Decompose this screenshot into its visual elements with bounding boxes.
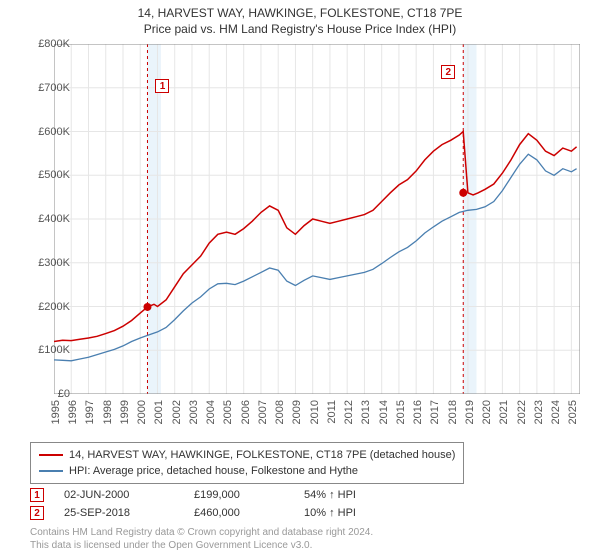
ytick-label: £600K [24,126,70,138]
xtick-label: 2003 [188,400,200,424]
legend-swatch [39,454,63,456]
legend-item: 14, HARVEST WAY, HAWKINGE, FOLKESTONE, C… [39,447,455,463]
xtick-label: 2010 [309,400,321,424]
sales-marker: 2 [30,506,44,520]
chart-svg [54,44,580,394]
legend-item: HPI: Average price, detached house, Folk… [39,463,455,479]
event-marker: 1 [155,79,169,93]
sales-price: £460,000 [194,507,284,519]
xtick-label: 2006 [240,400,252,424]
legend-label: HPI: Average price, detached house, Folk… [69,465,358,477]
xtick-label: 1995 [50,400,62,424]
xtick-label: 2000 [136,400,148,424]
xtick-label: 2013 [360,400,372,424]
event-marker: 2 [441,65,455,79]
chart-plot-area [54,44,580,394]
xtick-label: 2001 [153,400,165,424]
xtick-label: 2012 [343,400,355,424]
sales-row: 1 02-JUN-2000 £199,000 54% ↑ HPI [30,486,356,504]
ytick-label: £500K [24,169,70,181]
xtick-label: 2024 [550,400,562,424]
sales-delta: 10% ↑ HPI [304,507,356,519]
footer-line-1: Contains HM Land Registry data © Crown c… [30,526,373,539]
ytick-label: £300K [24,257,70,269]
legend: 14, HARVEST WAY, HAWKINGE, FOLKESTONE, C… [30,442,464,484]
chart-container: 14, HARVEST WAY, HAWKINGE, FOLKESTONE, C… [0,0,600,560]
xtick-label: 2025 [567,400,579,424]
xtick-label: 2019 [464,400,476,424]
xtick-label: 2018 [447,400,459,424]
ytick-label: £400K [24,213,70,225]
xtick-label: 1998 [102,400,114,424]
xtick-label: 2004 [205,400,217,424]
xtick-label: 2016 [412,400,424,424]
xtick-label: 2002 [171,400,183,424]
chart-subtitle: Price paid vs. HM Land Registry's House … [0,20,600,36]
sales-marker: 1 [30,488,44,502]
xtick-label: 2023 [533,400,545,424]
sales-price: £199,000 [194,489,284,501]
sales-table: 1 02-JUN-2000 £199,000 54% ↑ HPI 2 25-SEP-201… [30,486,356,522]
ytick-label: £200K [24,301,70,313]
sales-date: 02-JUN-2000 [64,489,174,501]
xtick-label: 2005 [222,400,234,424]
sales-delta: 54% ↑ HPI [304,489,356,501]
xtick-label: 2009 [291,400,303,424]
xtick-label: 2020 [481,400,493,424]
xtick-label: 2015 [395,400,407,424]
xtick-label: 2021 [498,400,510,424]
ytick-label: £700K [24,82,70,94]
xtick-label: 2011 [326,400,338,424]
sales-row: 2 25-SEP-2018 £460,000 10% ↑ HPI [30,504,356,522]
sales-date: 25-SEP-2018 [64,507,174,519]
xtick-label: 2014 [378,400,390,424]
ytick-label: £800K [24,38,70,50]
footer-attribution: Contains HM Land Registry data © Crown c… [30,526,373,552]
xtick-label: 1999 [119,400,131,424]
legend-label: 14, HARVEST WAY, HAWKINGE, FOLKESTONE, C… [69,449,455,461]
chart-title: 14, HARVEST WAY, HAWKINGE, FOLKESTONE, C… [0,0,600,20]
xtick-label: 1996 [67,400,79,424]
xtick-label: 2008 [274,400,286,424]
xtick-label: 1997 [84,400,96,424]
xtick-label: 2022 [516,400,528,424]
footer-line-2: This data is licensed under the Open Gov… [30,539,373,552]
xtick-label: 2007 [257,400,269,424]
ytick-label: £0 [24,388,70,400]
ytick-label: £100K [24,344,70,356]
xtick-label: 2017 [429,400,441,424]
legend-swatch [39,470,63,472]
